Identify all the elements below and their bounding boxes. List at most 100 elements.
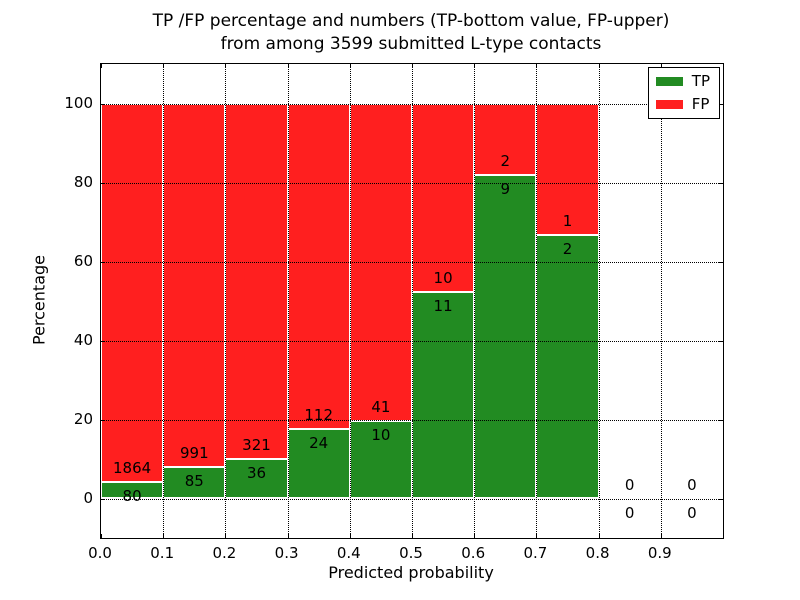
y-tick-label: 60 <box>73 251 93 270</box>
tp-count-label-9: 0 <box>687 503 697 522</box>
gridline-vertical <box>349 64 351 538</box>
y-tickmark <box>101 182 105 184</box>
tp-count-label-2: 36 <box>246 463 267 482</box>
x-tickmark-top <box>101 64 102 68</box>
x-tickmark <box>225 534 227 538</box>
x-tickmark-top <box>474 64 476 68</box>
y-tickmark-right <box>719 340 723 342</box>
tp-count-label-5: 11 <box>433 296 453 315</box>
x-tickmark-top <box>287 64 289 68</box>
y-tick-label: 40 <box>73 330 93 349</box>
x-tick-label: 0.6 <box>461 544 486 562</box>
bar-segment-tp-0 <box>101 482 164 499</box>
gridline-vertical <box>412 64 413 538</box>
legend-label-fp: FP <box>691 95 710 113</box>
gridline-vertical <box>225 64 227 538</box>
x-tick-label: 0.0 <box>88 544 112 562</box>
bar-segment-fp-1 <box>163 103 226 468</box>
y-tick-label: 80 <box>73 172 93 191</box>
bar-segment-fp-3 <box>287 103 350 429</box>
y-tickmark <box>101 340 105 342</box>
x-tickmark-top <box>349 64 351 68</box>
tp-count-label-6: 9 <box>500 180 511 199</box>
x-tickmark <box>412 534 413 538</box>
gridline-vertical <box>163 64 165 538</box>
x-tick-label: 0.3 <box>274 544 299 562</box>
legend: TP FP <box>647 67 720 119</box>
x-axis-label: Predicted probability <box>328 563 494 582</box>
fp-count-label-4: 41 <box>371 398 391 417</box>
bar-segment-tp-2 <box>225 458 288 499</box>
x-tickmark <box>287 534 289 538</box>
x-tickmark <box>474 534 476 538</box>
plot-area: TP FP 1864 80 991 85 321 36 112 24 41 10 10 11 2 9 1 2 0… <box>100 63 724 539</box>
y-tickmark-right <box>719 419 723 421</box>
x-tick-label: 0.4 <box>336 544 361 562</box>
fp-count-label-9: 0 <box>687 475 697 494</box>
bar-segment-tp-1 <box>163 467 226 499</box>
tp-count-label-7: 2 <box>562 240 573 259</box>
x-tickmark-top <box>163 64 165 68</box>
tp-count-label-0: 80 <box>122 487 142 506</box>
fp-count-label-6: 2 <box>500 152 511 171</box>
gridline-vertical <box>287 64 289 538</box>
bar-segment-tp-5 <box>412 291 475 499</box>
x-tickmark <box>163 534 165 538</box>
tp-color-swatch <box>655 77 683 86</box>
tp-count-label-8: 0 <box>624 503 635 522</box>
fp-count-label-7: 1 <box>562 212 573 231</box>
tp-count-label-3: 24 <box>309 433 329 452</box>
y-tick-label: 0 <box>83 488 93 507</box>
bar-segment-tp-6 <box>474 175 537 499</box>
gridline-horizontal <box>101 261 723 263</box>
x-tick-label: 0.7 <box>523 544 548 562</box>
y-tickmark-right <box>719 182 723 184</box>
fp-color-swatch <box>655 100 683 109</box>
x-tick-label: 0.5 <box>399 544 423 562</box>
gridline-horizontal <box>101 182 723 184</box>
x-tick-label: 0.1 <box>150 544 175 562</box>
x-tick-label: 0.2 <box>212 544 237 562</box>
y-tickmark-right <box>719 103 723 105</box>
gridline-horizontal <box>101 419 723 421</box>
x-tickmark <box>349 534 351 538</box>
y-tickmark <box>101 261 105 263</box>
x-tickmark-top <box>225 64 227 68</box>
x-tickmark-top <box>412 64 413 68</box>
x-tickmark-top <box>536 64 538 68</box>
fp-count-label-8: 0 <box>624 475 635 494</box>
x-tickmark <box>101 534 102 538</box>
chart-title-line1: TP /FP percentage and numbers (TP-bottom… <box>152 11 670 31</box>
bar-segment-fp-7 <box>536 103 599 236</box>
tp-count-label-4: 10 <box>371 426 391 445</box>
x-tickmark-top <box>598 64 600 68</box>
bar-segment-fp-2 <box>225 103 288 459</box>
legend-label-tp: TP <box>691 72 710 90</box>
tp-count-label-1: 85 <box>184 472 204 491</box>
x-tickmark-top <box>660 64 662 68</box>
gridline-vertical <box>536 64 538 538</box>
y-tickmark <box>101 498 105 500</box>
fp-count-label-5: 10 <box>433 268 453 287</box>
gridline-horizontal <box>101 103 723 105</box>
y-tick-label: 20 <box>73 409 93 428</box>
y-tick-label: 100 <box>64 93 93 112</box>
y-tickmark-right <box>719 498 723 500</box>
y-tickmark-right <box>719 261 723 263</box>
gridline-vertical <box>660 64 662 538</box>
bar-segment-fp-0 <box>101 103 164 483</box>
y-tickmark <box>101 419 105 421</box>
y-tickmark <box>101 103 105 105</box>
legend-item-fp: FP <box>655 95 710 113</box>
chart-title-line2: from among 3599 submitted L-type contact… <box>220 34 602 54</box>
x-tick-label: 0.8 <box>585 544 610 562</box>
legend-item-tp: TP <box>655 72 710 90</box>
gridline-vertical <box>474 64 476 538</box>
gridline-horizontal <box>101 340 723 342</box>
fp-count-label-1: 991 <box>179 444 209 463</box>
gridline-vertical <box>598 64 600 538</box>
fp-count-label-2: 321 <box>242 435 271 454</box>
bar-segment-fp-5 <box>412 103 475 292</box>
gridline-horizontal <box>101 498 723 500</box>
